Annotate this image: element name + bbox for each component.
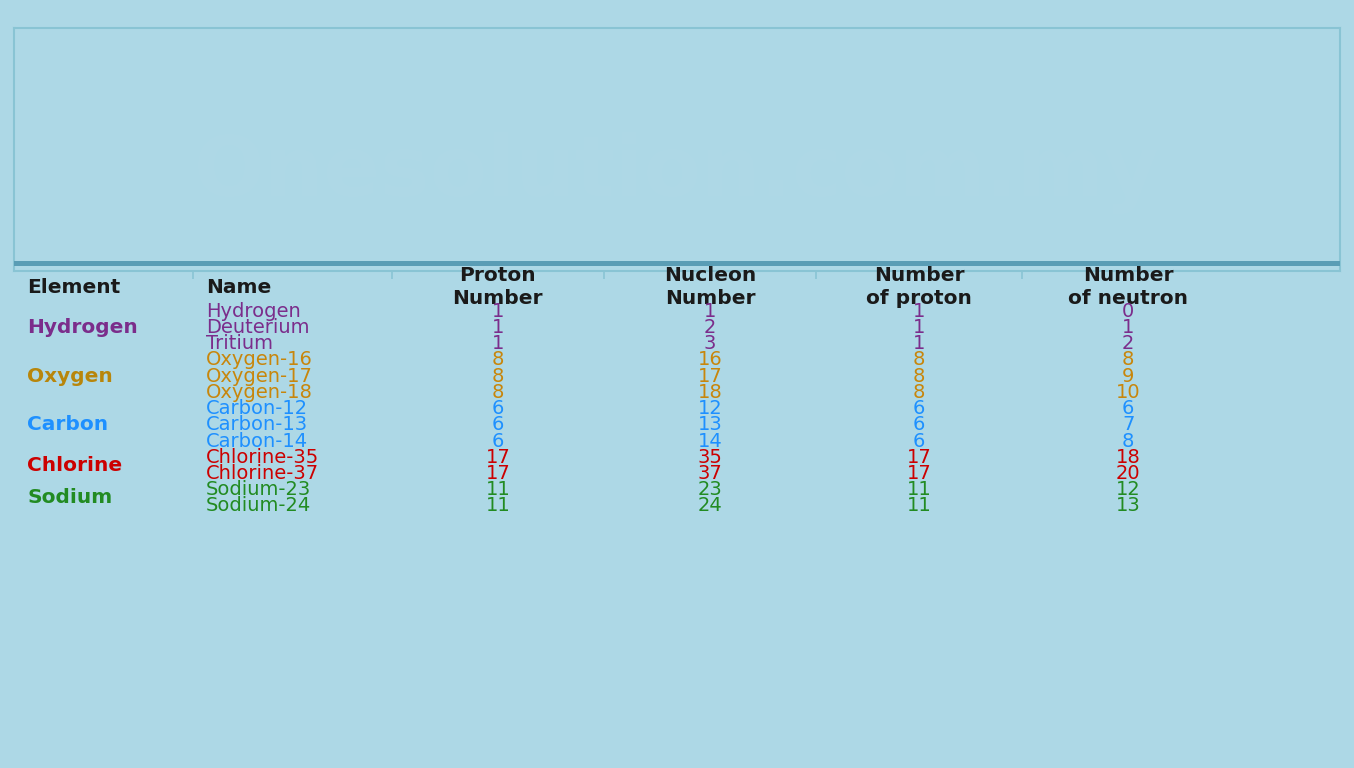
Text: 6: 6 xyxy=(492,399,504,418)
Text: Carbon-12: Carbon-12 xyxy=(206,399,309,418)
Text: 37: 37 xyxy=(697,464,723,483)
Text: 1: 1 xyxy=(704,302,716,321)
Text: 17: 17 xyxy=(697,366,723,386)
Text: 8: 8 xyxy=(492,383,504,402)
Text: 24: 24 xyxy=(697,496,723,515)
Text: 6: 6 xyxy=(913,415,925,435)
Text: 6: 6 xyxy=(913,432,925,451)
Text: Tritium: Tritium xyxy=(206,334,274,353)
Text: 8: 8 xyxy=(913,350,925,369)
Text: 10: 10 xyxy=(1116,383,1140,402)
Text: Deuterium: Deuterium xyxy=(206,318,310,337)
Text: 13: 13 xyxy=(1116,496,1140,515)
Text: Element: Element xyxy=(27,278,121,296)
Text: Sodium-23: Sodium-23 xyxy=(206,480,311,499)
Text: Oxygen-16: Oxygen-16 xyxy=(206,350,313,369)
Text: 11: 11 xyxy=(907,480,932,499)
Text: 20: 20 xyxy=(1116,464,1140,483)
Text: 6: 6 xyxy=(492,432,504,451)
Text: 6: 6 xyxy=(492,415,504,435)
Text: Oxygen-18: Oxygen-18 xyxy=(206,383,313,402)
Text: Nucleon
Number: Nucleon Number xyxy=(663,266,757,309)
Text: 11: 11 xyxy=(486,480,510,499)
Text: 8: 8 xyxy=(913,383,925,402)
Text: Number
of neutron: Number of neutron xyxy=(1068,266,1189,309)
Text: 1: 1 xyxy=(1122,318,1135,337)
Text: 8: 8 xyxy=(913,366,925,386)
Bar xyxy=(14,261,1340,266)
Text: 0: 0 xyxy=(1122,302,1135,321)
Text: 3: 3 xyxy=(704,334,716,353)
Text: 2: 2 xyxy=(704,318,716,337)
Text: Oxygen: Oxygen xyxy=(27,366,112,386)
Text: 11: 11 xyxy=(486,496,510,515)
Text: 6: 6 xyxy=(913,399,925,418)
Text: 16: 16 xyxy=(697,350,723,369)
Text: 35: 35 xyxy=(697,448,723,467)
Text: 8: 8 xyxy=(492,350,504,369)
Text: 1: 1 xyxy=(913,334,925,353)
Text: 17: 17 xyxy=(486,448,510,467)
Text: Chlorine-37: Chlorine-37 xyxy=(206,464,320,483)
Text: Hydrogen: Hydrogen xyxy=(206,302,301,321)
Text: 17: 17 xyxy=(907,464,932,483)
Text: 17: 17 xyxy=(907,448,932,467)
Text: 18: 18 xyxy=(697,383,723,402)
Text: 18: 18 xyxy=(1116,448,1140,467)
Text: Chlorine: Chlorine xyxy=(27,456,122,475)
Text: 2: 2 xyxy=(1122,334,1135,353)
Text: 8: 8 xyxy=(492,366,504,386)
Text: 1: 1 xyxy=(492,318,504,337)
Text: 11: 11 xyxy=(907,496,932,515)
Text: 7: 7 xyxy=(1122,415,1135,435)
Text: Onesolution.com.my: Onesolution.com.my xyxy=(194,132,1160,214)
Text: 9: 9 xyxy=(1122,366,1135,386)
Text: Sodium-24: Sodium-24 xyxy=(206,496,311,515)
Text: 1: 1 xyxy=(913,302,925,321)
Text: 1: 1 xyxy=(492,334,504,353)
Text: 17: 17 xyxy=(486,464,510,483)
Text: Chlorine-35: Chlorine-35 xyxy=(206,448,320,467)
Text: Carbon-13: Carbon-13 xyxy=(206,415,309,435)
Text: Carbon-14: Carbon-14 xyxy=(206,432,309,451)
Text: Hydrogen: Hydrogen xyxy=(27,318,138,337)
Text: 12: 12 xyxy=(697,399,723,418)
Text: 1: 1 xyxy=(492,302,504,321)
Text: 12: 12 xyxy=(1116,480,1140,499)
Text: Name: Name xyxy=(206,278,271,296)
Text: 1: 1 xyxy=(913,318,925,337)
Text: Carbon: Carbon xyxy=(27,415,108,435)
Text: Sodium: Sodium xyxy=(27,488,112,508)
Text: 13: 13 xyxy=(697,415,723,435)
Text: 8: 8 xyxy=(1122,350,1135,369)
Text: 14: 14 xyxy=(697,432,723,451)
Text: Oxygen-17: Oxygen-17 xyxy=(206,366,313,386)
Text: 23: 23 xyxy=(697,480,723,499)
Text: 8: 8 xyxy=(1122,432,1135,451)
Text: Number
of proton: Number of proton xyxy=(867,266,972,309)
Text: Proton
Number: Proton Number xyxy=(452,266,543,309)
Text: 6: 6 xyxy=(1122,399,1135,418)
